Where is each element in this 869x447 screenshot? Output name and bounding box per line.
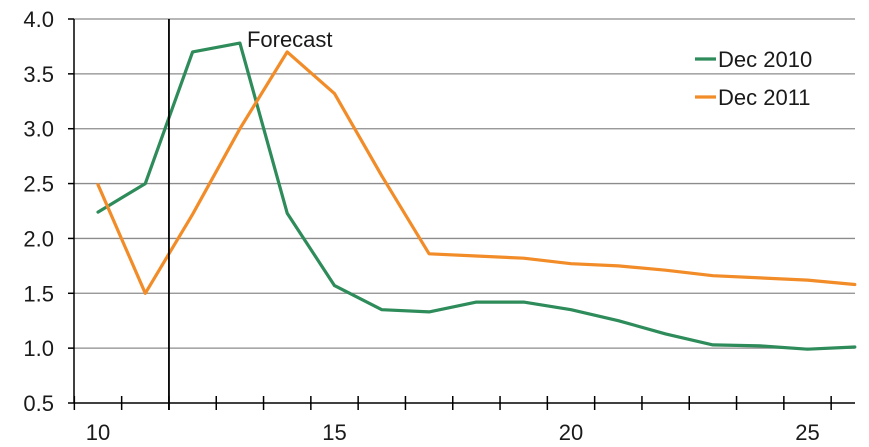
series-line-dec-2011 bbox=[96, 50, 857, 295]
legend-label: Dec 2010 bbox=[718, 47, 812, 72]
forecast-annotation: Forecast bbox=[247, 27, 333, 52]
y-tick-label: 2.0 bbox=[23, 226, 54, 251]
annotations: Forecast bbox=[168, 19, 333, 410]
x-tick-label: 10 bbox=[86, 420, 110, 445]
y-tick-label: 1.5 bbox=[23, 281, 54, 306]
x-tick-label: 15 bbox=[322, 420, 346, 445]
grid-lines bbox=[74, 18, 855, 349]
legend: Dec 2010 Dec 2011 bbox=[695, 47, 812, 110]
y-tick-label: 3.5 bbox=[23, 62, 54, 87]
x-tick-label: 20 bbox=[559, 420, 583, 445]
series-lines bbox=[96, 41, 857, 351]
y-tick-label: 0.5 bbox=[23, 391, 54, 416]
series-line-dec-2010 bbox=[96, 41, 857, 351]
axes: 0.5 1.0 1.5 2.0 2.5 3.0 3.5 4.0 10 15 20 25 bbox=[23, 7, 855, 445]
y-tick-label: 3.0 bbox=[23, 117, 54, 142]
y-tick-label: 2.5 bbox=[23, 172, 54, 197]
legend-label: Dec 2011 bbox=[718, 85, 811, 110]
x-tick-label: 25 bbox=[795, 420, 819, 445]
y-tick-label: 1.0 bbox=[23, 336, 54, 361]
y-tick-label: 4.0 bbox=[23, 7, 54, 32]
